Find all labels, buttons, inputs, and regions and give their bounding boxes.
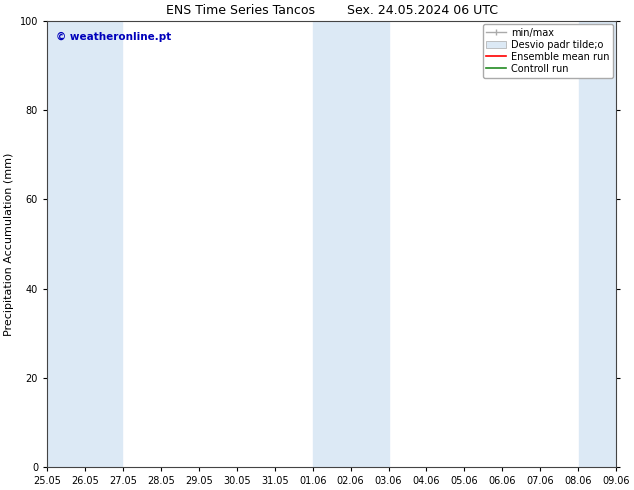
Text: © weatheronline.pt: © weatheronline.pt [56, 32, 171, 42]
Bar [47, 21, 122, 467]
Title: ENS Time Series Tancos        Sex. 24.05.2024 06 UTC: ENS Time Series Tancos Sex. 24.05.2024 0… [165, 4, 498, 17]
Bar [579, 21, 616, 467]
Bar [313, 21, 389, 467]
Legend: min/max, Desvio padr tilde;o, Ensemble mean run, Controll run: min/max, Desvio padr tilde;o, Ensemble m… [482, 24, 613, 77]
Y-axis label: Precipitation Accumulation (mm): Precipitation Accumulation (mm) [4, 152, 14, 336]
